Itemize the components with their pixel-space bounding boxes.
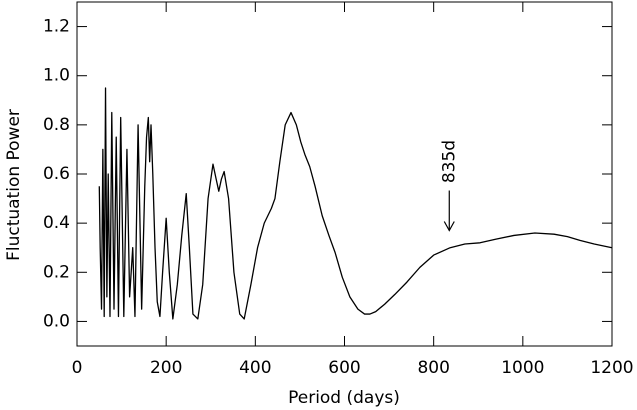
annotation-text: 835d	[439, 140, 459, 183]
y-tick-label: 1.2	[43, 17, 70, 37]
y-tick-label: 0.0	[43, 311, 70, 331]
x-tick-label: 600	[328, 358, 360, 378]
y-tick-label: 1.0	[43, 66, 70, 86]
x-tick-label: 0	[72, 358, 83, 378]
y-tick-label: 0.4	[43, 213, 70, 233]
y-axis-label: Fluctuation Power	[4, 109, 24, 261]
x-tick-label: 1200	[590, 358, 633, 378]
y-tick-label: 0.2	[43, 262, 70, 282]
x-tick-label: 800	[417, 358, 449, 378]
x-tick-label: 200	[150, 358, 182, 378]
series-line	[98, 87, 613, 320]
x-axis-label: Period (days)	[288, 388, 400, 408]
y-tick-label: 0.6	[43, 164, 70, 184]
x-tick-label: 1000	[501, 358, 544, 378]
x-tick-label: 400	[239, 358, 271, 378]
y-tick-label: 0.8	[43, 115, 70, 135]
annotation-arrowhead	[443, 221, 455, 232]
